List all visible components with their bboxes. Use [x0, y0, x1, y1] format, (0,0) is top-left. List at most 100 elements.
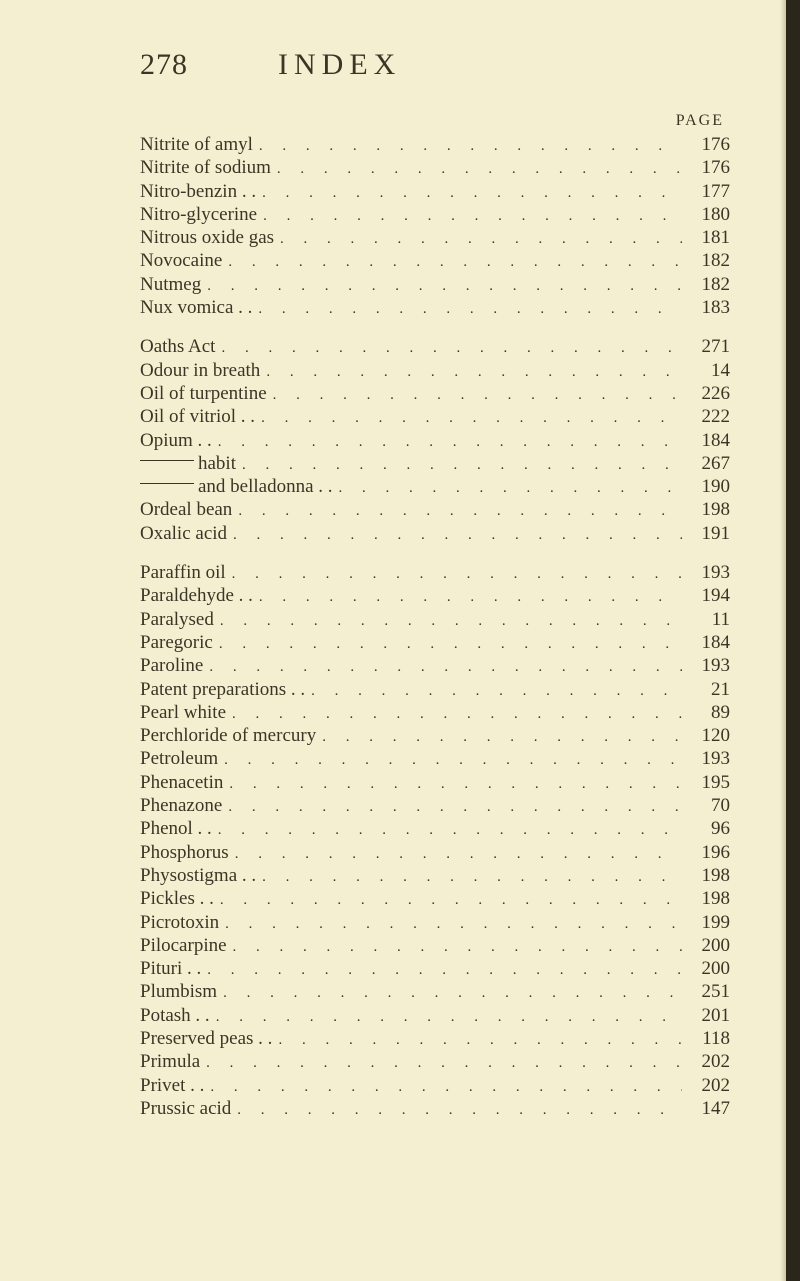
- index-row: Odour in breath 14: [140, 360, 730, 383]
- index-term: Oil of vitriol . .: [140, 406, 255, 428]
- leader-dots: [203, 655, 682, 678]
- index-row: Paraffin oil193: [140, 562, 730, 585]
- leader-dots: [333, 476, 682, 499]
- leader-dots: [252, 297, 682, 320]
- leader-dots: [204, 1075, 682, 1098]
- index-page-number: 118: [682, 1028, 730, 1050]
- index-row: Ordeal bean 198: [140, 499, 730, 522]
- leader-dots: [200, 1051, 682, 1074]
- leader-dots: [274, 227, 682, 250]
- leader-dots: [217, 981, 682, 1004]
- index-page-number: 181: [682, 227, 730, 249]
- leader-dots: [236, 453, 682, 476]
- leader-dots: [212, 818, 682, 841]
- index-page-number: 96: [682, 818, 730, 840]
- leader-dots: [222, 795, 682, 818]
- index-row: Paregoric 184: [140, 632, 730, 655]
- index-page-number: 21: [682, 679, 730, 701]
- index-page-number: 120: [682, 725, 730, 747]
- index-term: Ordeal bean: [140, 499, 232, 521]
- leader-dots: [227, 935, 682, 958]
- index-row: Nux vomica . .183: [140, 297, 730, 320]
- index-row: Privet . .202: [140, 1075, 730, 1098]
- leader-dots: [201, 958, 682, 981]
- index-page-number: 193: [682, 748, 730, 770]
- index-page-number: 198: [682, 499, 730, 521]
- index-page-number: 251: [682, 981, 730, 1003]
- leader-dots: [226, 562, 682, 585]
- index-page-number: 183: [682, 297, 730, 319]
- index-term: Prussic acid: [140, 1098, 231, 1120]
- index-term: Physostigma . .: [140, 865, 256, 887]
- index-term: Nitro-benzin . .: [140, 181, 256, 203]
- index-page-number: 89: [682, 702, 730, 724]
- section-break: [140, 320, 730, 336]
- leader-dots: [260, 360, 682, 383]
- index-row: Nitrite of amyl176: [140, 134, 730, 157]
- index-term: Pickles . .: [140, 888, 214, 910]
- leader-dots: [214, 609, 682, 632]
- index-page-number: 200: [682, 958, 730, 980]
- leader-dots: [253, 134, 682, 157]
- index-row: Petroleum193: [140, 748, 730, 771]
- index-term: Nitrite of sodium: [140, 157, 271, 179]
- leader-dots: [253, 585, 682, 608]
- index-term: Phenacetin: [140, 772, 223, 794]
- index-term: Preserved peas . .: [140, 1028, 272, 1050]
- index-page-number: 193: [682, 562, 730, 584]
- index-term: Oxalic acid: [140, 523, 227, 545]
- index-row: Pearl white89: [140, 702, 730, 725]
- leader-dots: [229, 842, 682, 865]
- index-row: Nutmeg 182: [140, 274, 730, 297]
- leader-dots: [271, 157, 682, 180]
- leader-dots: [255, 406, 682, 429]
- index-row: Phenacetin 195: [140, 772, 730, 795]
- index-page-number: 184: [682, 430, 730, 452]
- index-page-number: 201: [682, 1005, 730, 1027]
- index-term: Paralysed: [140, 609, 214, 631]
- leader-dots: [272, 1028, 682, 1051]
- leader-dots: [201, 274, 682, 297]
- index-row: Pilocarpine200: [140, 935, 730, 958]
- index-page-number: 70: [682, 795, 730, 817]
- leader-dots: [214, 888, 682, 911]
- index-row: Phenazone 70: [140, 795, 730, 818]
- index-row: Paroline193: [140, 655, 730, 678]
- index-term: Privet . .: [140, 1075, 204, 1097]
- index-page-number: 267: [682, 453, 730, 475]
- index-page-number: 176: [682, 134, 730, 156]
- index-term: Phenazone: [140, 795, 222, 817]
- index-term: Paregoric: [140, 632, 213, 654]
- index-row: and belladonna . .190: [140, 476, 730, 499]
- index-row: Phosphorus196: [140, 842, 730, 865]
- index-row: Phenol . .96: [140, 818, 730, 841]
- index-entries: Nitrite of amyl176Nitrite of sodium 176 Ni…: [140, 134, 730, 1121]
- index-row: Oil of vitriol . .222: [140, 406, 730, 429]
- header: 278 INDEX: [140, 48, 730, 82]
- index-term: Odour in breath: [140, 360, 260, 382]
- index-term: Novocaine: [140, 250, 222, 272]
- index-row: Oxalic acid191: [140, 523, 730, 546]
- index-page-number: 14: [682, 360, 730, 382]
- index-row: Oil of turpentine226: [140, 383, 730, 406]
- leader-dots: [256, 865, 682, 888]
- index-term: Nutmeg: [140, 274, 201, 296]
- leader-dots: [267, 383, 682, 406]
- index-page-number: 184: [682, 632, 730, 654]
- index-row: Novocaine182: [140, 250, 730, 273]
- index-page-number: 182: [682, 274, 730, 296]
- index-row: Paralysed11: [140, 609, 730, 632]
- leader-dots: [316, 725, 682, 748]
- index-row: Nitro-glycerine180: [140, 204, 730, 227]
- leader-dots: [222, 250, 682, 273]
- page-edge: [786, 0, 800, 1281]
- index-term: Perchloride of mercury: [140, 725, 316, 747]
- index-row: Pituri . .200: [140, 958, 730, 981]
- index-row: Patent preparations . .21: [140, 679, 730, 702]
- index-page-number: 195: [682, 772, 730, 794]
- index-term: Paraldehyde . .: [140, 585, 253, 607]
- leader-dots: [227, 523, 682, 546]
- leader-dots: [256, 181, 682, 204]
- leader-dots: [226, 702, 682, 725]
- leader-dots: [210, 1005, 682, 1028]
